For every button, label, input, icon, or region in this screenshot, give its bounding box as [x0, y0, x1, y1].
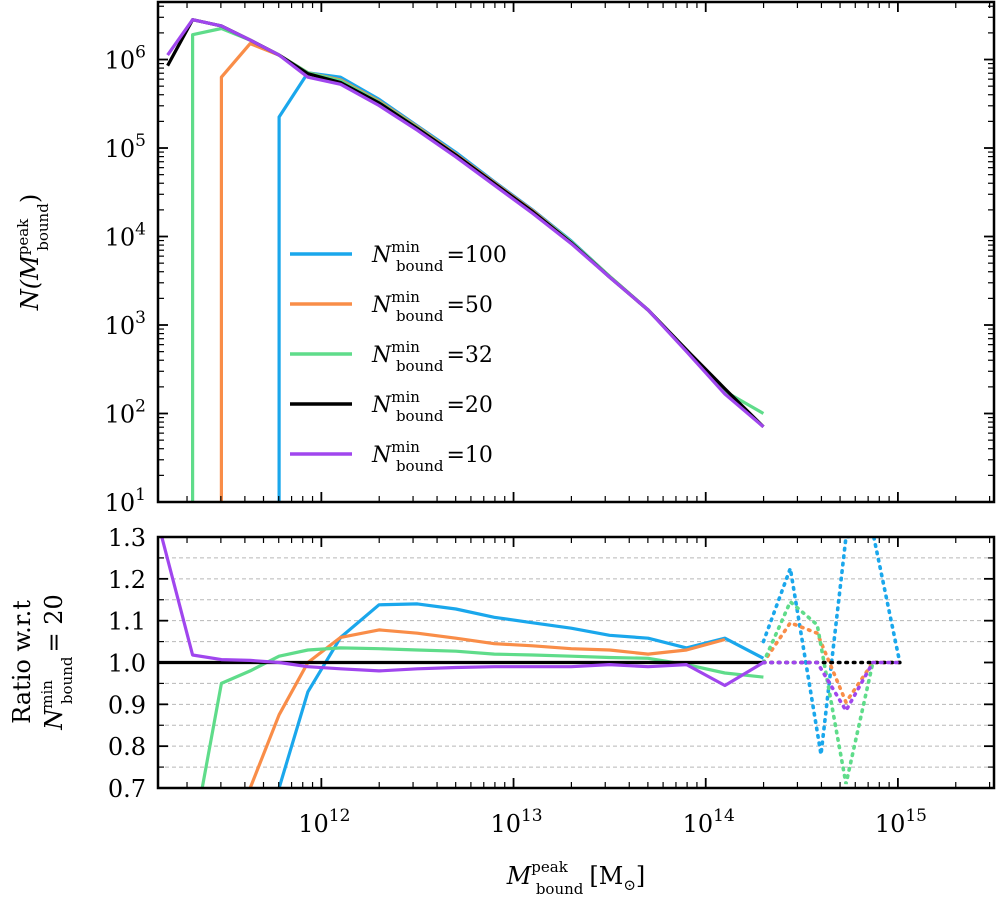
bottom-ylabel-sub: bound — [58, 656, 76, 704]
top-ytick-label: 106 — [105, 43, 146, 75]
bottom-xtick-label: 1012 — [298, 806, 350, 838]
top-ytick-label: 103 — [105, 308, 146, 340]
bottom-xtick-label: 1013 — [490, 806, 542, 838]
legend: Nmin bound =100 Nmin bound =50 Nmin bound =32 Nmi… — [290, 238, 507, 475]
bottom-ylabel-eq: = 20 — [40, 594, 68, 652]
xlabel-unit-sub: ⊙ — [623, 876, 636, 894]
top-ytick-label: 101 — [105, 485, 146, 517]
bottom-xtick-label: 1014 — [683, 806, 735, 838]
xlabel-sup: peak — [531, 858, 568, 876]
top-plot-lines — [166, 18, 765, 502]
top-ytick-label: 105 — [105, 131, 146, 163]
legend-label: Nmin bound =10 — [371, 438, 493, 475]
ratio-solid-n-bound-min-100 — [277, 602, 765, 788]
bottom-ytick-label: 1.1 — [108, 608, 146, 636]
bottom-ylabel-sup: min — [38, 680, 56, 709]
xlabel-close: ] — [636, 862, 645, 890]
ratio-solid-n-bound-min-50 — [248, 628, 726, 788]
bottom-axes-frame — [156, 535, 996, 790]
ratio-dotted-n-bound-min-10 — [761, 660, 902, 715]
xlabel-sub: bound — [536, 880, 584, 898]
legend-label: Nmin bound =100 — [371, 238, 507, 275]
top-ytick-label: 104 — [105, 220, 146, 252]
top-ylabel-sub: bound — [34, 203, 52, 251]
bottom-ytick-label: 1.3 — [108, 524, 146, 552]
top-ylabel: N(Mpeak bound) — [14, 194, 52, 311]
xlabel-m: M — [506, 862, 533, 890]
bottom-xtick-label: 1015 — [875, 806, 927, 838]
top-ylabel-sup: peak — [14, 218, 32, 255]
top-series-100 — [277, 71, 765, 502]
bottom-ytick-label: 1.2 — [108, 566, 146, 594]
bottom-ylabel-2: Nmin bound = 20 — [38, 594, 76, 731]
ratio-solid-n-bound-min-10 — [160, 537, 765, 688]
bottom-ylabel-line1: Ratio w.r.t — [8, 600, 36, 724]
ratio-dotted-n-bound-min-32 — [761, 598, 875, 785]
bottom-plot-lines — [158, 537, 902, 788]
ratio-dotted-n-bound-min-100 — [761, 537, 902, 755]
bottom-ytick-label: 1.0 — [108, 650, 146, 678]
top-ticks — [158, 2, 994, 503]
top-ytick-labels: 101 102 103 104 105 106 — [105, 43, 146, 517]
xlabel: Mpeak bound [M⊙] — [506, 858, 646, 898]
bottom-ytick-labels: 0.7 0.8 0.9 1.0 1.1 1.2 1.3 — [108, 524, 146, 803]
top-series-50 — [219, 41, 765, 502]
bottom-ytick-label: 0.7 — [108, 775, 146, 803]
bottom-ylabel: Ratio w.r.t — [8, 600, 36, 724]
top-ylabel-n: N( — [16, 279, 44, 311]
top-ylabel-m: M — [16, 254, 44, 281]
top-ylabel-close: ) — [16, 194, 44, 203]
top-ytick-label: 102 — [105, 397, 146, 429]
legend-label: Nmin bound =20 — [371, 388, 493, 425]
bottom-ylabel-n: N — [40, 708, 68, 731]
bottom-ytick-label: 0.9 — [108, 691, 146, 719]
legend-label: Nmin bound =50 — [371, 288, 493, 325]
bottom-ytick-label: 0.8 — [108, 733, 146, 761]
bottom-xtick-labels: 1012 1013 1014 1015 — [298, 806, 927, 838]
top-series-10 — [166, 18, 765, 429]
legend-label: Nmin bound =32 — [371, 338, 493, 375]
top-axes-frame — [156, 0, 996, 504]
xlabel-unit: [M — [589, 862, 623, 890]
